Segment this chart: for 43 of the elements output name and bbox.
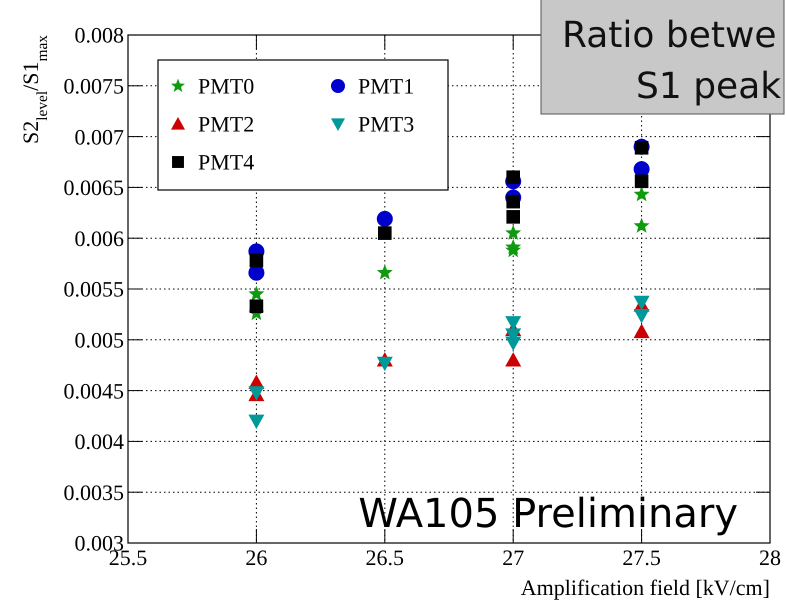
point bbox=[634, 218, 650, 233]
x-tick-label: 28 bbox=[759, 545, 781, 570]
point bbox=[634, 309, 650, 324]
legend-label: PMT2 bbox=[198, 112, 254, 137]
point bbox=[505, 352, 522, 367]
point bbox=[506, 170, 520, 184]
y-tick-label: 0.0055 bbox=[64, 276, 124, 302]
x-tick-label: 26.5 bbox=[366, 545, 404, 570]
y-tick-label: 0.007 bbox=[74, 124, 124, 150]
y-tick-label: 0.004 bbox=[74, 429, 124, 454]
legend-label: PMT3 bbox=[358, 112, 414, 137]
point bbox=[506, 210, 520, 224]
point bbox=[505, 224, 522, 240]
point bbox=[250, 299, 264, 314]
point bbox=[506, 194, 520, 208]
point bbox=[378, 226, 392, 240]
y-tick-label: 0.0075 bbox=[64, 74, 124, 98]
point bbox=[634, 186, 650, 202]
point bbox=[376, 356, 393, 372]
point bbox=[248, 414, 264, 430]
point bbox=[634, 174, 648, 188]
x-axis-title: Amplification field [kV/cm] bbox=[520, 575, 770, 600]
x-tick-label: 26 bbox=[245, 545, 268, 570]
y-tick-label: 0.0035 bbox=[64, 480, 124, 505]
point bbox=[376, 264, 393, 280]
point bbox=[634, 324, 650, 338]
point bbox=[248, 286, 264, 301]
y-tick-label: 0.0065 bbox=[64, 175, 124, 200]
y-tick-label: 0.005 bbox=[74, 328, 124, 352]
point bbox=[376, 210, 393, 227]
chart-title: Ratio betwe bbox=[562, 15, 777, 56]
legend-label: PMT4 bbox=[198, 150, 254, 175]
y-tick-label: 0.008 bbox=[74, 22, 124, 48]
text: S1 peak bbox=[636, 66, 782, 107]
legend-label: PMT1 bbox=[358, 74, 414, 99]
y-tick-label: 0.0045 bbox=[64, 378, 124, 404]
x-tick-label: 27.5 bbox=[622, 545, 661, 570]
legend-label: PMT0 bbox=[198, 74, 254, 99]
point bbox=[250, 254, 264, 268]
point bbox=[505, 336, 522, 351]
y-tick-label: 0.006 bbox=[74, 226, 124, 251]
x-tick-label: 27 bbox=[502, 545, 524, 570]
annotation: WA105 Preliminary bbox=[358, 491, 738, 537]
